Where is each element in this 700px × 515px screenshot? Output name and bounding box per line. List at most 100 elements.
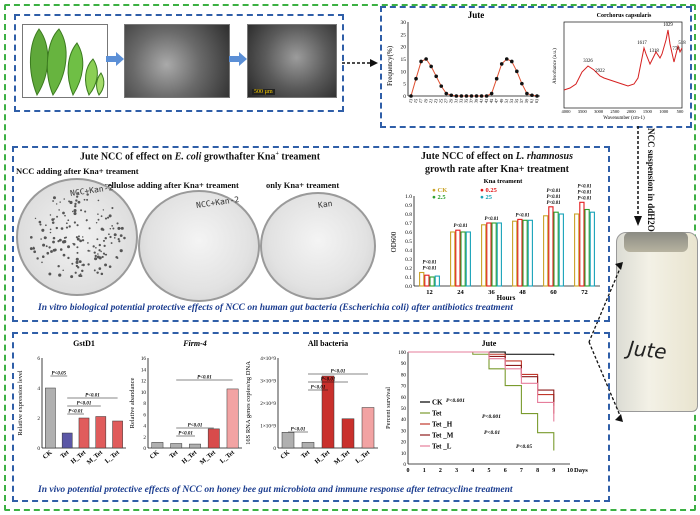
dashed-double-arrow — [588, 262, 623, 422]
od-legend-title: Kna treament — [484, 178, 524, 185]
jute-x-tick: 21 — [428, 98, 434, 103]
bacterial-colony — [62, 253, 66, 257]
survival-line-Tet_M — [408, 351, 555, 406]
survival-y-tick: 100 — [398, 350, 406, 356]
bacterial-colony — [50, 250, 53, 253]
bacterial-colony — [58, 273, 62, 277]
bacterial-colony — [69, 200, 73, 205]
bacterial-colony — [100, 215, 103, 218]
jute-x-tick: 31 — [453, 98, 459, 103]
bacterial-colony — [102, 252, 105, 255]
gst-chart-x-tick: CK — [42, 449, 54, 461]
survival-x-tick: 10 — [567, 468, 573, 474]
allb-chart-pvalue: P<0.01 — [311, 386, 326, 391]
bacterial-colony — [103, 244, 106, 247]
od-pvalue-label: P<0.01 — [453, 224, 467, 229]
od-y-tick: 0.2 — [405, 266, 412, 272]
od-pvalue-label: P<0.01 — [515, 213, 529, 218]
survival-x-tick: 0 — [407, 468, 410, 474]
jute-frequency-point — [414, 76, 418, 81]
jute-x-tick: 29 — [448, 98, 454, 104]
allb-chart-bar — [321, 375, 335, 449]
survival-y-tick: 50 — [401, 406, 407, 412]
sem-image-high-mag: 500 µm — [247, 24, 337, 98]
bacterial-colony — [87, 249, 90, 252]
petri-dish-cellulose — [138, 190, 260, 302]
bacterial-colony — [86, 198, 89, 201]
bacterial-colony — [82, 263, 85, 267]
bacterial-colony — [43, 236, 47, 239]
allb-chart-bar — [341, 418, 355, 449]
allb-chart-x-tick: H_Tet — [314, 449, 332, 466]
od-y-tick: 0.1 — [405, 275, 412, 281]
survival-y-tick: 0 — [403, 462, 406, 468]
jute-frequency-point — [424, 57, 428, 61]
jute-x-tick: 19 — [423, 98, 429, 104]
bacterial-colony — [58, 209, 60, 211]
jute-x-tick: 17 — [418, 98, 424, 104]
survival-y-tick: 70 — [401, 384, 407, 390]
bacterial-colony — [76, 224, 79, 227]
survival-x-tick: 3 — [455, 468, 458, 474]
od-bar-CK — [481, 224, 487, 287]
bacterial-colony — [94, 254, 97, 258]
od-x-tick: 12 — [426, 289, 433, 296]
od-y-tick: 0.0 — [405, 284, 412, 290]
survival-x-tick: 8 — [536, 468, 539, 474]
jute-x-tick: 59 — [524, 98, 530, 104]
ecoli-title-species: E. coli — [174, 151, 202, 163]
bacterial-colony — [75, 264, 79, 268]
bacterial-colony — [49, 228, 52, 231]
survival-x-tick: 2 — [439, 468, 442, 474]
od-x-tick: 24 — [457, 289, 464, 296]
allb-chart-y-tick: 4×10^9 — [260, 356, 276, 362]
firm-chart-x-tick: L_Tet — [219, 449, 237, 465]
survival-y-tick: 60 — [401, 395, 407, 401]
firm-chart-bar — [226, 388, 239, 449]
firm-chart-y-tick: 10 — [141, 390, 147, 396]
bacterial-colony — [58, 238, 62, 242]
bacterial-colony — [75, 257, 79, 261]
bacterial-colony — [79, 239, 82, 243]
middle-panel — [12, 146, 610, 322]
bacterial-colony — [84, 210, 87, 213]
bacterial-colony — [48, 272, 52, 276]
firm-chart-y-tick: 14 — [141, 367, 147, 373]
bacterial-colony — [111, 206, 114, 210]
jute-x-tick: 23 — [433, 98, 439, 104]
all-bacteria-bar-chart: All bacteria 16S RNA genes copies/ng DNA 0… — [245, 339, 378, 466]
jute-frequency-point — [520, 81, 524, 86]
bacterial-colony — [108, 214, 112, 218]
ftir-x-tick: 1000 — [659, 109, 669, 114]
jute-frequency-line — [410, 58, 538, 97]
bacterial-colony — [52, 196, 56, 200]
ftir-peak-label: 3326 — [583, 59, 593, 64]
ftir-x-tick: 1500 — [643, 109, 653, 114]
bacterial-colony — [80, 209, 83, 212]
survival-x-tick: 7 — [520, 468, 523, 474]
survival-y-tick: 80 — [401, 372, 407, 378]
dashed-arrow-top — [342, 59, 378, 67]
jute-frequency-point — [484, 94, 489, 98]
jute-frequency-point — [464, 94, 469, 98]
ftir-ylabel: Absorbance (a.u.) — [553, 48, 558, 84]
allb-chart-x-tick: Tet — [300, 449, 312, 461]
firm-chart-y-tick: 16 — [141, 356, 147, 362]
bacterial-colony — [29, 236, 33, 239]
bacterial-colony — [104, 217, 108, 220]
bacterial-colony — [41, 228, 45, 232]
jute-frequency-point — [454, 94, 459, 98]
od-bar-CK — [512, 220, 518, 287]
allb-chart-bar — [361, 407, 375, 449]
jute-x-tick: 45 — [488, 98, 494, 104]
ftir-x-tick: 3000 — [594, 109, 604, 114]
in-vitro-middle: biological potential protective effects … — [67, 303, 343, 313]
ftir-peak-label: 1318 — [649, 49, 659, 54]
gst-chart-y-tick: 2 — [37, 416, 40, 422]
bacterial-colony — [74, 202, 77, 206]
dashed-arrow-down — [634, 126, 642, 226]
ecoli-title-suffix: growthafter Kna — [201, 151, 276, 163]
bacterial-colony — [97, 218, 100, 221]
od-pvalue-label: P<0.01 — [422, 267, 436, 272]
gst-chart-x-tick: Tet — [59, 449, 71, 461]
